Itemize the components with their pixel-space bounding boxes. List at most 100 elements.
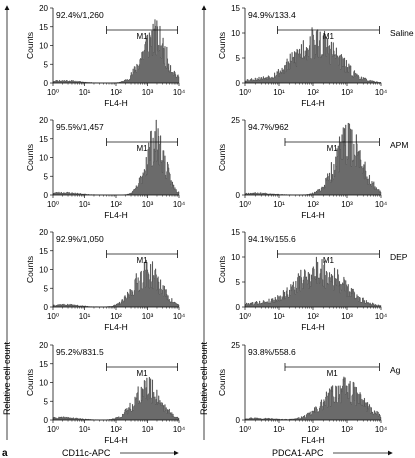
histogram-panel-left-1: 0 5 10 15 20 10⁰ 10¹ 10² 10³ 10⁴ Counts FL4-H 92.4%/… [25,4,186,108]
y-tick-label: 15 [39,247,48,256]
y-tick-label: 15 [231,228,240,237]
histogram-bars [244,27,382,84]
gate-label: M1 [323,32,335,41]
y-tick-label: 0 [236,303,241,312]
y-tick-label: 25 [231,341,240,350]
x-tick-label: 10³ [341,312,353,321]
x-axis-title: FL4-H [301,435,325,445]
sample-label: APM [390,140,408,150]
x-tick-label: 10⁴ [173,425,186,434]
histogram-bars [52,259,180,308]
x-tick-label: 10³ [341,425,353,434]
y-tick-label: 15 [39,135,48,144]
x-tick-label: 10³ [341,200,353,209]
y-tick-label: 20 [39,116,48,125]
y-tick-label: 5 [236,278,241,287]
y-tick-label: 10 [39,154,48,163]
x-tick-label: 10² [110,425,122,434]
x-axis-title: FL4-H [104,210,128,220]
sample-label: Ag [390,365,401,375]
x-tick-label: 10³ [341,88,353,97]
gate-label: M1 [327,144,339,153]
left-y-label: Relative cell count [2,341,12,415]
x-tick-label: 10⁴ [375,88,388,97]
x-tick-label: 10¹ [79,312,91,321]
y-tick-label: 20 [39,341,48,350]
x-tick-label: 10² [307,312,319,321]
stat-text: 94.9%/133.4 [248,10,296,20]
gate-label: M1 [323,256,335,265]
x-tick-label: 10² [307,200,319,209]
y-tick-label: 20 [39,4,48,13]
x-tick-label: 10² [110,88,122,97]
y-axis-title: Counts [217,32,227,59]
x-tick-label: 10⁰ [47,425,59,434]
y-tick-label: 0 [44,191,49,200]
x-tick-label: 10¹ [79,200,91,209]
sample-label: Saline [390,28,414,38]
histogram-panel-left-2: 0 5 10 15 20 10⁰ 10¹ 10² 10³ 10⁴ Counts FL4-H 95.5%/… [25,116,186,220]
x-tick-label: 10² [110,312,122,321]
x-tick-label: 10⁰ [47,200,59,209]
x-tick-label: 10⁰ [47,312,59,321]
x-tick-label: 10² [307,88,319,97]
y-tick-label: 0 [236,191,241,200]
x-tick-label: 10¹ [79,425,91,434]
x-tick-label: 10⁰ [239,88,251,97]
panel-letter: a [2,448,8,458]
gate-label: M1 [136,256,148,265]
x-tick-label: 10³ [142,200,154,209]
x-axis-title: FL4-H [301,98,325,108]
left-x-label: CD11c-APC [62,448,111,458]
x-tick-label: 10⁰ [47,88,59,97]
histogram-panel-right-1: 0 5 10 15 10⁰ 10¹ 10² 10³ 10⁴ Counts FL4-H 94.9%/13… [217,4,414,108]
right-y-label: Relative cell count [199,341,209,415]
x-tick-label: 10¹ [273,425,285,434]
x-tick-label: 10⁴ [375,312,388,321]
x-tick-label: 10² [110,200,122,209]
x-tick-label: 10¹ [273,200,285,209]
x-tick-label: 10⁴ [375,425,388,434]
histogram-panel-right-4: 0 25 10⁰ 10¹ 10² 10³ 10⁴ Counts FL4-H 93.8%/558.6… [217,341,401,445]
y-tick-label: 15 [39,360,48,369]
stat-text: 95.5%/1,457 [56,122,104,132]
x-tick-label: 10⁴ [375,200,388,209]
y-tick-label: 0 [44,303,49,312]
y-tick-label: 5 [44,172,49,181]
x-tick-label: 10³ [142,312,154,321]
y-axis-title: Counts [217,369,227,396]
x-axis-title: FL4-H [104,435,128,445]
y-axis-title: Counts [217,256,227,283]
gate-label: M1 [136,32,148,41]
y-tick-label: 5 [44,284,49,293]
y-tick-label: 0 [236,79,241,88]
y-tick-label: 10 [39,42,48,51]
y-tick-label: 10 [39,266,48,275]
y-tick-label: 20 [39,228,48,237]
x-tick-label: 10⁴ [173,88,186,97]
histogram-bars [244,256,382,308]
x-tick-label: 10³ [142,88,154,97]
x-tick-label: 10² [307,425,319,434]
y-tick-label: 0 [44,416,49,425]
x-axis-title: FL4-H [104,98,128,108]
gate-label: M1 [327,369,339,378]
histogram-panel-left-4: 0 5 10 15 20 10⁰ 10¹ 10² 10³ 10⁴ Counts FL4-H 95.2%/… [25,341,186,445]
y-axis-title: Counts [25,32,35,59]
x-tick-label: 10³ [142,425,154,434]
stat-text: 93.8%/558.6 [248,347,296,357]
gate-label: M1 [136,369,148,378]
right-x-label: PDCA1-APC [272,448,324,458]
histogram-panel-right-2: 0 25 10⁰ 10¹ 10² 10³ 10⁴ Counts FL4-H 94.7%/962 M1… [217,116,408,220]
y-tick-label: 0 [236,416,241,425]
y-tick-label: 0 [44,79,49,88]
stat-text: 95.2%/831.5 [56,347,104,357]
gate-label: M1 [136,144,148,153]
stat-text: 92.4%/1,260 [56,10,104,20]
histogram-panels: 0 5 10 15 20 10⁰ 10¹ 10² 10³ 10⁴ Counts FL4-H 92.4%/… [25,4,414,445]
y-tick-label: 15 [39,23,48,32]
y-tick-label: 5 [236,54,241,63]
stat-text: 94.1%/155.6 [248,234,296,244]
stat-text: 92.9%/1,050 [56,234,104,244]
